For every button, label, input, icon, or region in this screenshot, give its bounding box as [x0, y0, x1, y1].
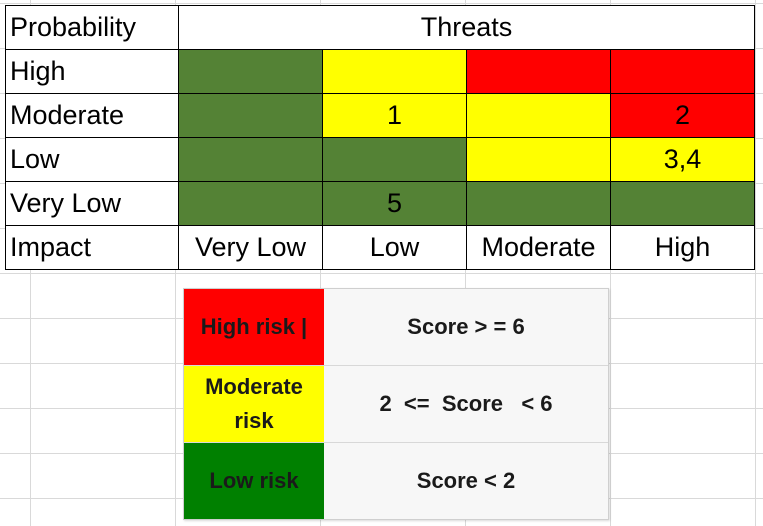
probability-header[interactable]: Probability: [5, 5, 179, 50]
moderate-risk-label: Moderate risk: [184, 366, 324, 442]
matrix-cell[interactable]: [466, 181, 611, 226]
impact-header[interactable]: Impact: [5, 225, 179, 270]
matrix-row-high: High: [5, 49, 755, 94]
low-risk-label: Low risk: [184, 443, 324, 519]
matrix-cell[interactable]: 2: [610, 93, 755, 138]
legend-row-high: High risk | Score > = 6: [184, 289, 608, 366]
matrix-row-low: Low 3,4: [5, 137, 755, 182]
matrix-cell[interactable]: [178, 93, 323, 138]
matrix-cell[interactable]: [178, 137, 323, 182]
matrix-row-very-low: Very Low 5: [5, 181, 755, 226]
row-label[interactable]: Very Low: [5, 181, 179, 226]
impact-level[interactable]: High: [610, 225, 755, 270]
matrix-cell[interactable]: [466, 93, 611, 138]
risk-legend: High risk | Score > = 6 Moderate risk 2 …: [183, 288, 609, 520]
matrix-header-row: Probability Threats: [5, 5, 755, 50]
matrix-cell[interactable]: [466, 49, 611, 94]
row-label[interactable]: Low: [5, 137, 179, 182]
matrix-cell[interactable]: [178, 181, 323, 226]
risk-matrix: Probability Threats High Moderate 1 2 Lo…: [5, 5, 755, 270]
matrix-cell[interactable]: [178, 49, 323, 94]
matrix-cell[interactable]: 3,4: [610, 137, 755, 182]
legend-row-moderate: Moderate risk 2 <= Score < 6: [184, 366, 608, 443]
low-risk-rule: Score < 2: [416, 468, 516, 493]
matrix-cell[interactable]: [322, 49, 467, 94]
high-risk-label: High risk |: [184, 289, 324, 365]
row-label[interactable]: Moderate: [5, 93, 179, 138]
matrix-impact-row: Impact Very Low Low Moderate High: [5, 225, 755, 270]
impact-level[interactable]: Very Low: [178, 225, 323, 270]
matrix-cell[interactable]: 1: [322, 93, 467, 138]
impact-level[interactable]: Moderate: [466, 225, 611, 270]
row-label[interactable]: High: [5, 49, 179, 94]
legend-row-low: Low risk Score < 2: [184, 443, 608, 519]
matrix-cell[interactable]: [610, 49, 755, 94]
high-risk-rule: Score > = 6: [407, 314, 525, 339]
matrix-row-moderate: Moderate 1 2: [5, 93, 755, 138]
matrix-cell[interactable]: 5: [322, 181, 467, 226]
matrix-cell[interactable]: [322, 137, 467, 182]
threats-header[interactable]: Threats: [178, 5, 755, 50]
matrix-cell[interactable]: [466, 137, 611, 182]
matrix-cell[interactable]: [610, 181, 755, 226]
impact-level[interactable]: Low: [322, 225, 467, 270]
moderate-risk-rule: 2 <= Score < 6: [379, 391, 553, 416]
